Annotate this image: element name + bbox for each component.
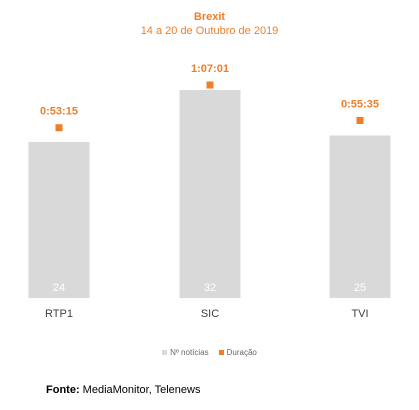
legend-swatch-news — [162, 350, 168, 355]
duration-label: 1:07:01 — [191, 63, 229, 75]
x-tick-label: TVI — [351, 308, 368, 320]
duration-marker — [356, 116, 364, 124]
bar-tvi — [329, 135, 391, 298]
legend: Nº notícias Duração — [0, 348, 419, 357]
duration-marker — [206, 81, 214, 89]
x-tick-label: RTP1 — [45, 308, 73, 320]
legend-label-duration: Duração — [226, 348, 257, 357]
legend-label-news: Nº notícias — [170, 348, 209, 357]
duration-label: 0:55:35 — [341, 98, 379, 110]
duration-marker — [55, 124, 63, 132]
source-text: MediaMonitor, Telenews — [79, 384, 201, 396]
chart-title: Brexit — [193, 11, 226, 23]
bar-sic — [179, 90, 241, 298]
chart-subtitle: 14 a 20 de Outubro de 2019 — [140, 25, 279, 37]
source-label: Fonte: — [46, 384, 80, 396]
bar-value-label: 32 — [204, 282, 216, 294]
legend-swatch-duration — [218, 350, 224, 355]
source-footer: Fonte: MediaMonitor, Telenews — [46, 384, 200, 396]
bar-value-label: 25 — [354, 282, 366, 294]
plot-area: 24 RTP1 0:53:15 32 SIC 1:07:01 25 TVI 0:55:35 — [28, 63, 391, 320]
x-tick-label: SIC — [201, 308, 219, 320]
duration-label: 0:53:15 — [40, 106, 78, 118]
bar-value-label: 24 — [53, 282, 65, 294]
bar-rtp1 — [28, 142, 90, 298]
legend-item-duration: Duração — [218, 348, 257, 357]
legend-item-news: Nº notícias — [162, 348, 209, 357]
